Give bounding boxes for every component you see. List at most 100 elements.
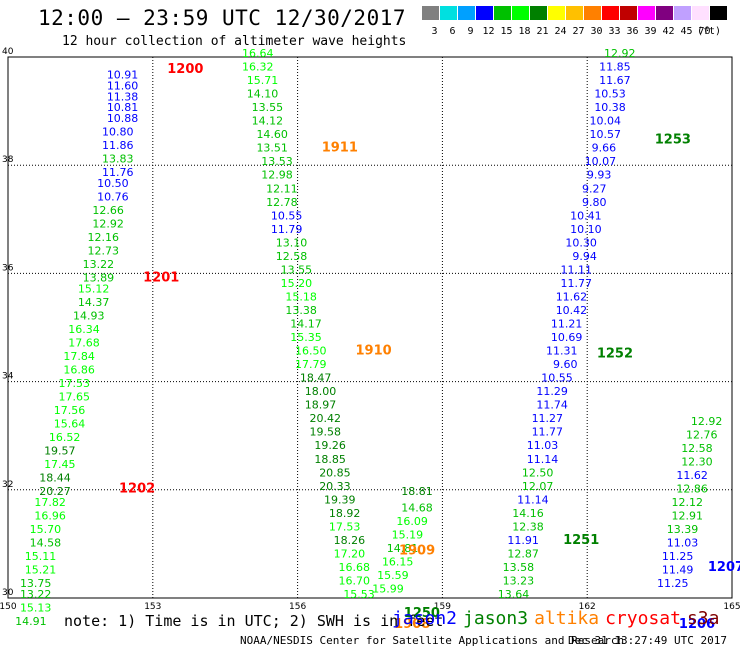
data-value-label: 10.57 — [589, 128, 621, 141]
data-value-label: 11.62 — [676, 469, 708, 482]
data-value-label: 10.30 — [565, 236, 597, 249]
data-value-label: 14.93 — [73, 309, 105, 322]
data-value-label: 14.60 — [256, 128, 288, 141]
data-value-label: 13.10 — [276, 236, 308, 249]
data-value-label: 15.21 — [25, 564, 57, 577]
scale-label: 45 — [680, 26, 693, 37]
data-value-label: 14.17 — [290, 318, 322, 331]
data-value-label: 10.88 — [107, 112, 139, 125]
data-value-label: 16.96 — [34, 510, 66, 523]
data-value-label: 15.71 — [247, 74, 279, 87]
scale-label: 33 — [608, 26, 621, 37]
data-value-label: 12.38 — [512, 520, 544, 533]
data-value-label: 13.22 — [20, 588, 52, 601]
scale-swatch — [602, 6, 619, 20]
data-value-label: 19.58 — [310, 426, 342, 439]
data-value-label: 12.87 — [507, 547, 539, 560]
data-value-label: 15.11 — [25, 550, 57, 563]
data-value-label: 10.41 — [570, 209, 602, 222]
data-value-label: 18.47 — [300, 372, 332, 385]
scale-label: 18 — [518, 26, 531, 37]
data-value-label: 14.68 — [401, 501, 433, 514]
pass-time-label: 1908 — [394, 617, 430, 632]
data-value-label: 11.31 — [546, 345, 578, 358]
data-value-label: 20.27 — [39, 485, 71, 498]
pass-time-label: 1911 — [322, 141, 358, 156]
data-value-label: 15.13 — [20, 602, 52, 615]
scale-swatch — [476, 6, 493, 20]
credit-text: NOAA/NESDIS Center for Satellite Applica… — [240, 634, 625, 647]
data-value-label: 17.53 — [329, 520, 361, 533]
data-value-label: 17.65 — [59, 391, 91, 404]
data-value-label: 11.76 — [102, 166, 134, 179]
data-value-label: 10.81 — [107, 101, 139, 114]
data-value-label: 14.10 — [247, 88, 279, 101]
scale-label: 27 — [572, 26, 585, 37]
data-value-label: 13.64 — [498, 588, 530, 601]
scale-swatch — [638, 6, 655, 20]
pass-time-label: 1250 — [404, 606, 440, 621]
scale-label: 30 — [590, 26, 603, 37]
data-value-label: 15.99 — [372, 583, 404, 596]
legend-item: jason3 — [463, 608, 529, 629]
data-value-label: 18.81 — [401, 485, 433, 498]
data-value-label: 11.85 — [599, 61, 631, 74]
data-value-label: 17.68 — [68, 336, 100, 349]
footer-note: note: 1) Time is in UTC; 2) SWH is in fe… — [64, 612, 444, 630]
data-value-label: 11.11 — [561, 263, 593, 276]
scale-swatch — [692, 6, 709, 20]
scale-label: 42 — [662, 26, 675, 37]
data-value-label: 16.09 — [396, 515, 428, 528]
chart-title: 12:00 – 23:59 UTC 12/30/2017 — [38, 6, 407, 30]
data-value-label: 11.21 — [551, 318, 583, 331]
data-value-label: 18.92 — [329, 507, 361, 520]
data-value-label: 9.94 — [572, 250, 597, 263]
scale-swatch — [494, 6, 511, 20]
scale-label: 9 — [467, 26, 474, 37]
data-value-label: 19.57 — [44, 445, 76, 458]
data-value-label: 20.42 — [310, 412, 342, 425]
x-tick-label: 162 — [579, 602, 596, 612]
scale-swatch — [620, 6, 637, 20]
data-value-label: 16.15 — [382, 556, 414, 569]
data-value-label: 15.59 — [377, 569, 409, 582]
data-value-label: 19.26 — [314, 439, 346, 452]
data-value-label: 11.77 — [561, 277, 593, 290]
data-value-label: 12.16 — [88, 231, 120, 244]
data-value-label: 12.50 — [522, 466, 554, 479]
scale-label: 15 — [500, 26, 513, 37]
data-value-label: 12.11 — [266, 182, 298, 195]
data-value-label: 11.29 — [536, 385, 568, 398]
data-value-label: 16.70 — [339, 574, 371, 587]
data-value-label: 11.38 — [107, 90, 139, 103]
data-value-label: 11.03 — [527, 439, 559, 452]
data-value-label: 12.78 — [266, 196, 298, 209]
x-tick-label: 159 — [434, 602, 451, 612]
data-value-label: 16.86 — [63, 363, 95, 376]
y-tick-label: 40 — [2, 47, 14, 57]
data-value-label: 9.93 — [587, 169, 612, 182]
data-value-label: 17.53 — [59, 377, 91, 390]
pass-time-label: 1202 — [119, 482, 155, 497]
data-value-label: 11.91 — [507, 534, 539, 547]
pass-time-label: 1910 — [356, 344, 392, 359]
data-value-label: 10.91 — [107, 69, 139, 82]
pass-time-label: 1206 — [679, 617, 715, 632]
data-value-label: 13.55 — [252, 101, 284, 114]
data-value-label: 10.42 — [556, 304, 588, 317]
scale-label: 3 — [431, 26, 438, 37]
scale-swatch — [674, 6, 691, 20]
data-value-label: 12.92 — [604, 47, 636, 60]
y-tick-label: 32 — [2, 480, 13, 490]
scale-swatch — [584, 6, 601, 20]
data-value-label: 13.51 — [256, 142, 288, 155]
data-value-label: 13.58 — [503, 561, 535, 574]
data-value-label: 17.45 — [44, 458, 76, 471]
data-value-label: 11.03 — [667, 537, 699, 550]
data-value-label: 12.07 — [522, 480, 554, 493]
data-value-label: 14.12 — [252, 115, 284, 128]
data-value-label: 16.34 — [68, 323, 100, 336]
data-value-label: 13.39 — [667, 523, 699, 536]
data-value-label: 11.77 — [532, 426, 564, 439]
